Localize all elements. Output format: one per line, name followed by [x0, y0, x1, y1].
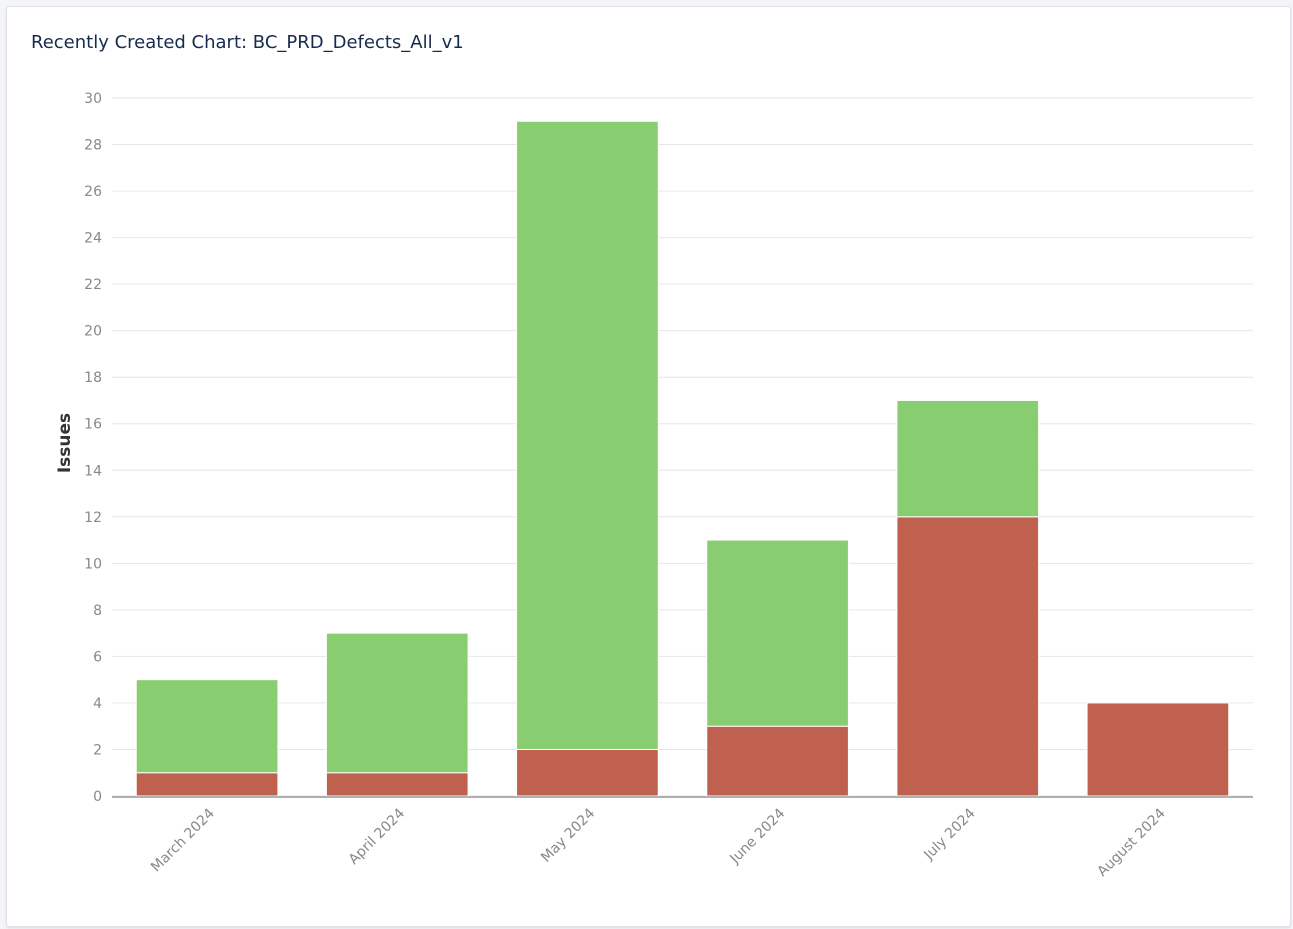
- y-tick-label: 26: [84, 184, 102, 200]
- bar-resolved[interactable]: [706, 539, 849, 727]
- bar-resolved[interactable]: [896, 399, 1040, 518]
- bar-unresolved[interactable]: [135, 772, 279, 797]
- gridlines: [112, 97, 1253, 797]
- y-tick-label: 12: [84, 510, 102, 526]
- bar-unresolved[interactable]: [325, 772, 469, 797]
- y-tick-label: 6: [93, 649, 102, 665]
- x-tick-label: June 2024: [726, 805, 788, 867]
- y-tick-label: 10: [84, 556, 102, 572]
- bar-unresolved[interactable]: [1086, 702, 1230, 797]
- bar-unresolved[interactable]: [516, 748, 659, 797]
- bar-unresolved[interactable]: [896, 516, 1040, 797]
- y-tick-label: 2: [93, 742, 102, 758]
- x-axis-ticks: March 2024 April 2024 May 2024 June 2024 Jul…: [148, 805, 1169, 879]
- x-tick-label: April 2024: [346, 805, 408, 867]
- y-tick-label: 24: [84, 231, 102, 247]
- y-tick-label: 4: [93, 696, 102, 712]
- y-tick-label: 22: [84, 277, 102, 293]
- y-tick-label: 8: [93, 603, 102, 619]
- x-tick-label: July 2024: [920, 805, 978, 863]
- bar-unresolved[interactable]: [706, 725, 849, 797]
- x-tick-label: May 2024: [538, 805, 598, 865]
- x-tick-label: August 2024: [1094, 805, 1168, 879]
- y-tick-label: 14: [84, 463, 102, 479]
- bars: [135, 120, 1230, 797]
- y-axis-title: Issues: [55, 413, 75, 473]
- x-tick-label: March 2024: [148, 805, 218, 875]
- bar-resolved[interactable]: [516, 120, 659, 750]
- y-tick-label: 0: [93, 789, 102, 805]
- y-tick-label: 20: [84, 324, 102, 340]
- bar-resolved[interactable]: [325, 632, 469, 774]
- y-tick-label: 16: [84, 417, 102, 433]
- y-tick-label: 28: [84, 138, 102, 154]
- bar-resolved[interactable]: [135, 679, 279, 774]
- gadget-title: Recently Created Chart: BC_PRD_Defects_A…: [31, 32, 464, 53]
- y-tick-label: 30: [84, 91, 102, 107]
- y-tick-label: 18: [84, 370, 102, 386]
